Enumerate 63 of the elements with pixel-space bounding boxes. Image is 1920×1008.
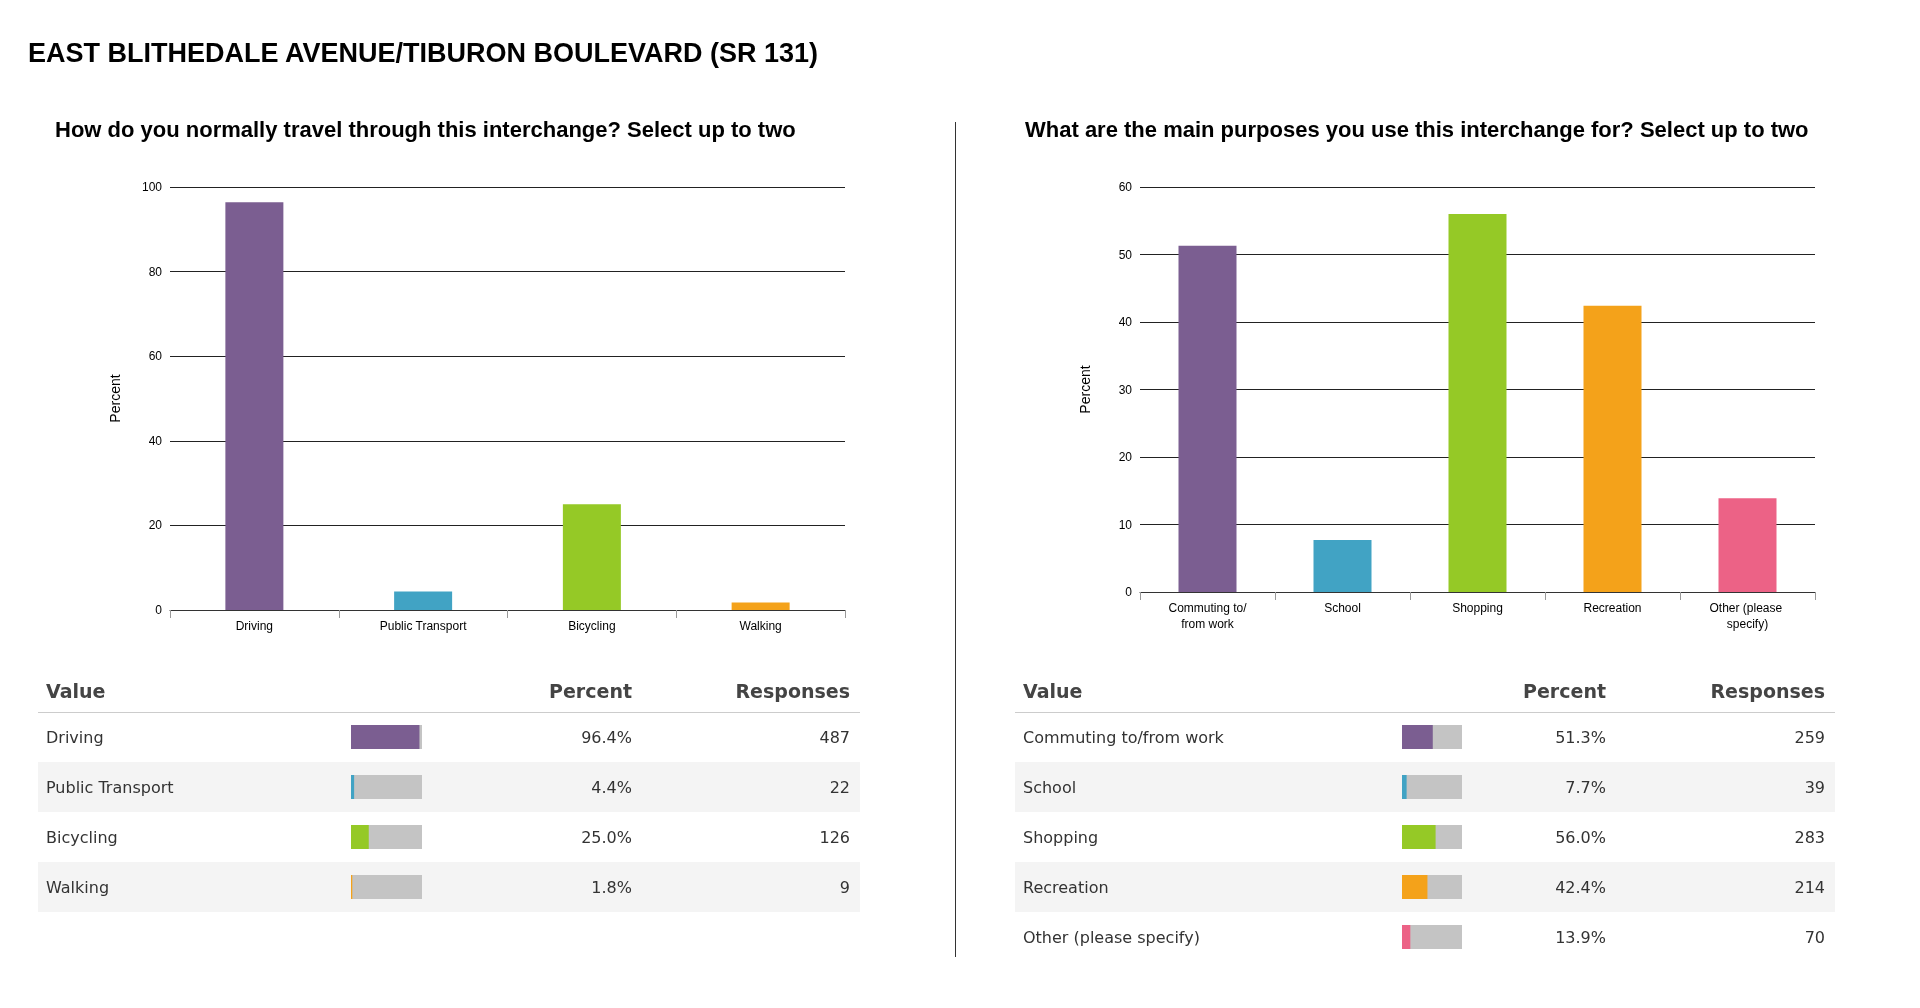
y-tick-label: 20 (1118, 450, 1133, 464)
data-label: 13.9% (1555, 927, 1606, 947)
y-tick-label: 50 (1118, 247, 1133, 262)
bar (351, 775, 355, 799)
y-axis-title: Percent (107, 374, 123, 423)
y-tick-label: 100 (141, 180, 163, 194)
text: Value (46, 680, 106, 702)
category-label: Driving (46, 727, 104, 747)
category-label: Public Transport (46, 777, 174, 797)
x-tick-label: Other (please specify) (1709, 601, 1786, 631)
bar (1402, 925, 1411, 949)
y-tick-label: 80 (148, 264, 163, 279)
text: 259 (1794, 727, 1825, 747)
y-tick-label: 30 (1118, 382, 1133, 397)
data-label: 42.4% (1555, 877, 1606, 897)
text: Responses (735, 680, 850, 702)
text: 9 (839, 877, 850, 897)
category-label: Walking (46, 877, 110, 897)
category-label: Recreation (1023, 877, 1109, 897)
text: 126 (819, 827, 850, 847)
chart-title: What are the main purposes you use this interchange for? Select up to two (1025, 116, 1809, 142)
text: 283 (1794, 827, 1825, 847)
x-tick-label: Bicycling (568, 619, 616, 633)
text: Responses (1710, 680, 1825, 702)
x-tick-label: Public Transport (379, 619, 468, 633)
y-tick-label: 10 (1118, 517, 1133, 532)
y-tick-label: 0 (155, 603, 163, 617)
category-label: Other (please specify) (1023, 927, 1200, 947)
y-tick-label: 40 (1118, 315, 1133, 329)
x-tick-label: Walking (739, 619, 782, 633)
text: Percent (1523, 680, 1606, 702)
x-tick-label: School (1324, 601, 1361, 615)
bar (1402, 775, 1407, 799)
data-label: 96.4% (581, 727, 632, 747)
x-tick-label: Commuting to/from work (1168, 601, 1248, 631)
category-label: Commuting to/from work (1023, 727, 1224, 747)
text: 22 (829, 777, 850, 797)
data-label: 1.8% (591, 877, 632, 897)
x-tick-label: Shopping (1452, 601, 1503, 615)
text: 214 (1794, 877, 1825, 897)
text: 487 (819, 727, 850, 747)
category-label: School (1023, 777, 1077, 797)
y-axis-title: Percent (1077, 365, 1093, 414)
category-label: Shopping (1023, 827, 1099, 847)
x-tick-label: Driving (235, 619, 274, 633)
data-label: 7.7% (1565, 777, 1606, 797)
category-label: Bicycling (46, 827, 118, 847)
y-tick-label: 40 (148, 433, 163, 448)
text: Percent (549, 680, 632, 702)
x-tick-label: Recreation (1583, 601, 1642, 615)
text: 39 (1804, 777, 1825, 797)
text: EAST BLITHEDALE AVENUE/TIBURON BOULEVARD (SR 131) (28, 38, 820, 70)
data-label: 4.4% (591, 777, 632, 797)
y-tick-label: 60 (1118, 180, 1133, 194)
chart-title: How do you normally travel through this interchange? Select up to two (55, 116, 796, 142)
y-tick-label: 60 (148, 349, 163, 364)
text: 70 (1804, 927, 1825, 947)
data-label: 25.0% (581, 827, 632, 847)
y-tick-label: 20 (148, 518, 163, 533)
y-tick-label: 0 (1125, 585, 1133, 599)
data-label: 51.3% (1555, 727, 1606, 747)
data-label: 56.0% (1555, 827, 1606, 847)
text: Value (1023, 680, 1083, 702)
